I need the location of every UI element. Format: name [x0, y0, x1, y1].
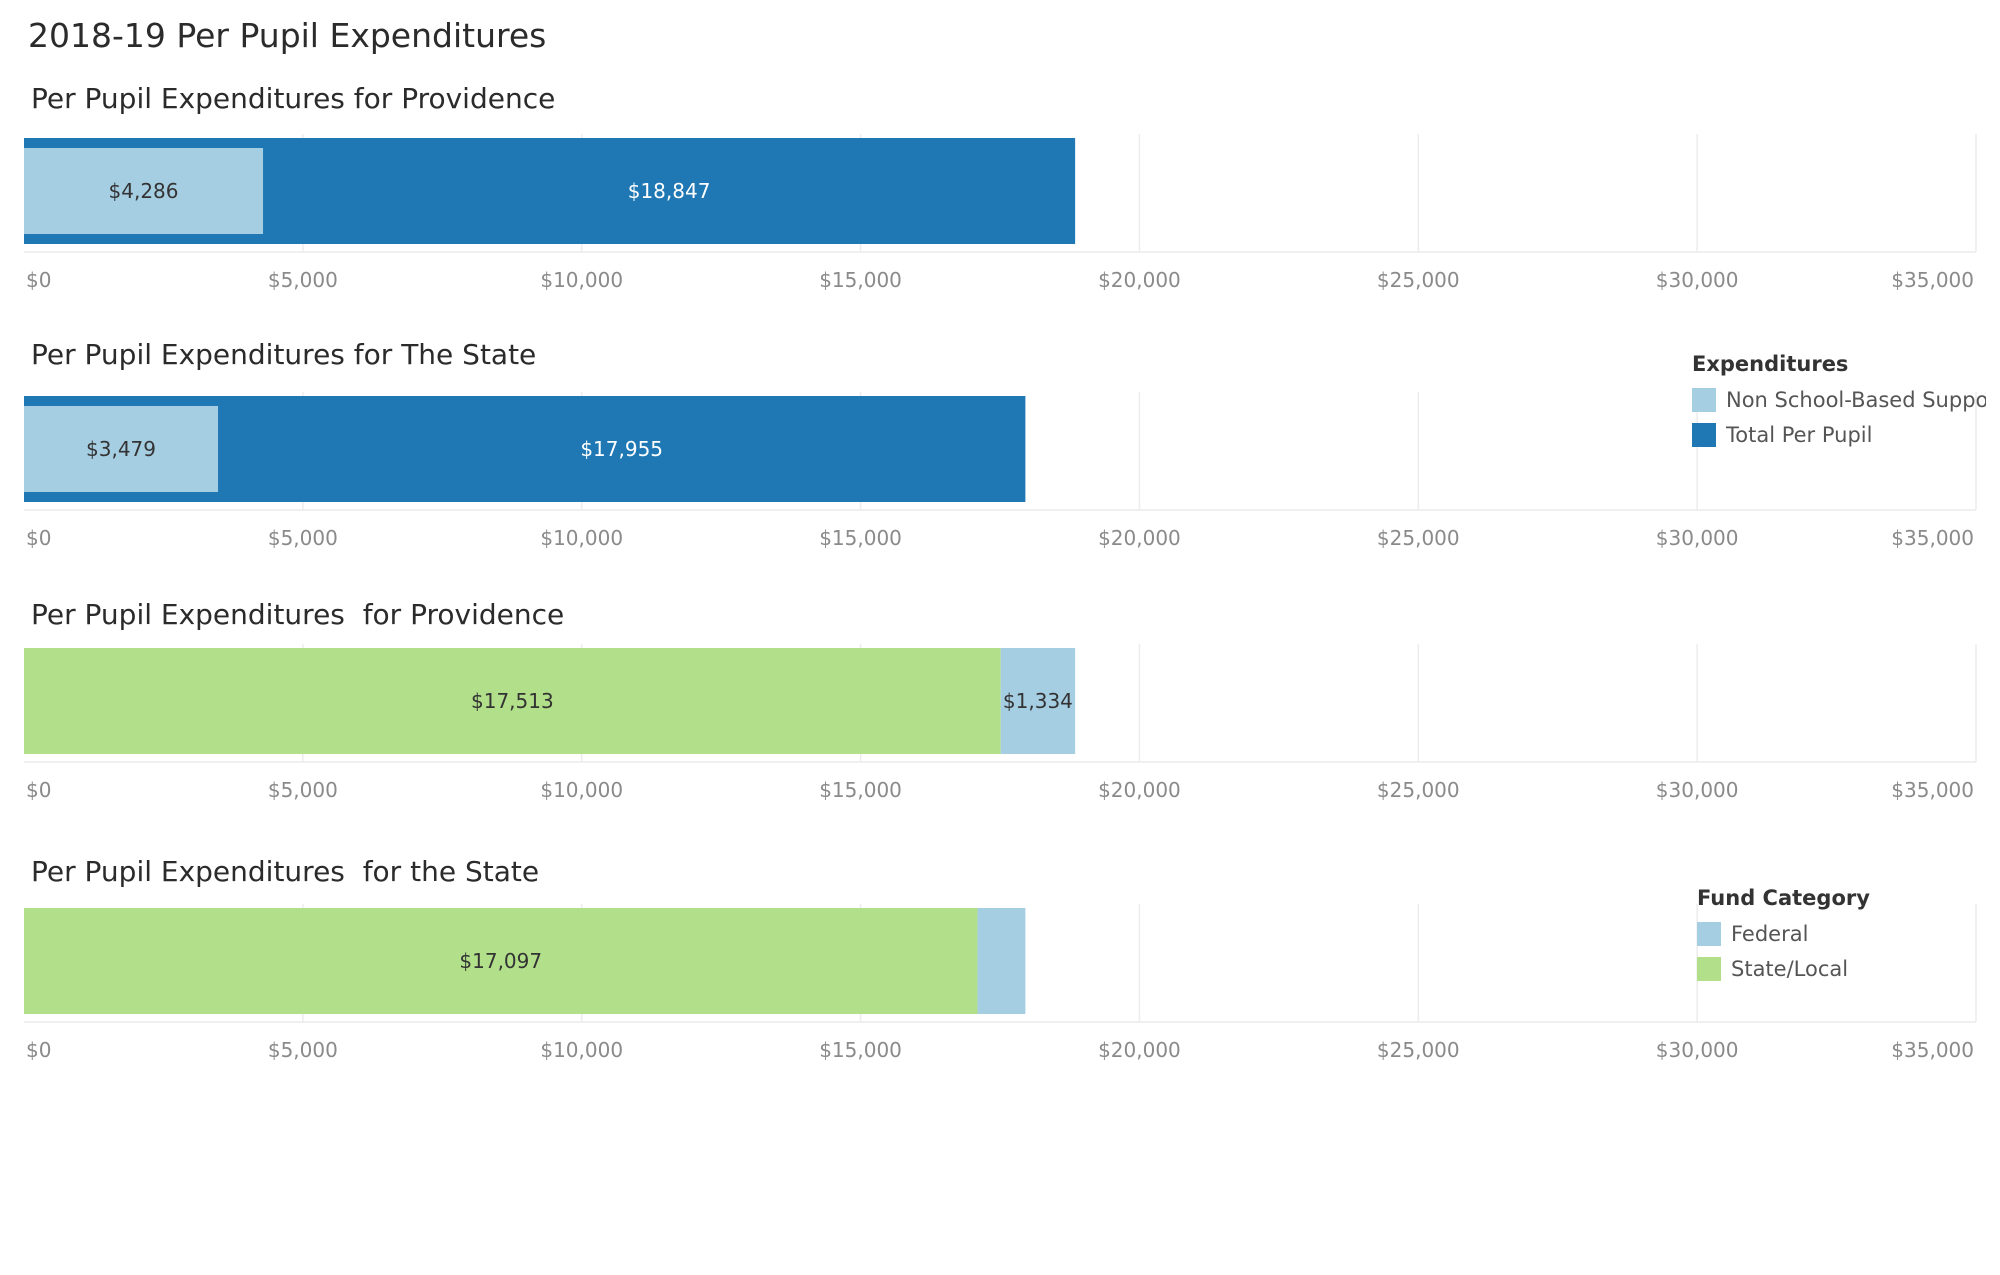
dashboard-title: 2018-19 Per Pupil Expenditures [28, 16, 547, 55]
x-tick-label: $35,000 [1891, 1038, 1974, 1062]
legend-title: Expenditures [1692, 352, 1849, 376]
legend-swatch [1692, 422, 1716, 447]
x-tick-label: $30,000 [1656, 1038, 1739, 1062]
x-tick-label: $20,000 [1098, 526, 1181, 550]
legend-label: Federal [1731, 921, 1809, 946]
x-tick-label: $0 [26, 526, 51, 550]
bar-value-label: $4,286 [109, 179, 179, 203]
x-tick-label: $20,000 [1098, 778, 1181, 802]
x-tick-label: $5,000 [268, 268, 338, 292]
bar [24, 908, 978, 1014]
bar [24, 406, 219, 492]
x-tick-label: $25,000 [1377, 1038, 1460, 1062]
x-tick-label: $25,000 [1377, 778, 1460, 802]
bar-value-label: $17,513 [471, 689, 554, 713]
x-tick-label: $0 [26, 268, 51, 292]
x-tick-label: $30,000 [1656, 268, 1739, 292]
x-tick-label: $5,000 [268, 526, 338, 550]
x-tick-label: $20,000 [1098, 268, 1181, 292]
x-tick-label: $15,000 [819, 268, 902, 292]
legend-swatch [1697, 921, 1721, 946]
legend-item-non-school-based[interactable]: Non School-Based Suppo.. [1692, 382, 1986, 417]
x-tick-label: $20,000 [1098, 1038, 1181, 1062]
legend-fund-category: Fund Category Federal State/Local [1697, 886, 1991, 986]
legend-label: Non School-Based Suppo.. [1726, 387, 1986, 412]
bar-chart-state-funds: $17,097 $0 $5,000 $10,000 $15,000 $20,000 $25,… [24, 904, 1977, 1062]
legend-item-total-per-pupil[interactable]: Total Per Pupil [1692, 417, 1986, 452]
x-tick-label: $15,000 [819, 1038, 902, 1062]
chart-title: Per Pupil Expenditures for Providence [31, 82, 556, 115]
bar [24, 148, 264, 234]
bar-value-label: $17,097 [459, 949, 542, 973]
chart-title: Per Pupil Expenditures for the State [31, 855, 540, 888]
x-tick-label: $5,000 [268, 778, 338, 802]
legend-swatch [1697, 956, 1721, 981]
bar-value-label: $3,479 [86, 437, 156, 461]
x-tick-label: $10,000 [540, 778, 623, 802]
chart-title: Per Pupil Expenditures for Providence [31, 598, 565, 631]
x-tick-label: $15,000 [819, 778, 902, 802]
x-tick-label: $10,000 [540, 268, 623, 292]
legend-item-federal[interactable]: Federal [1697, 916, 1991, 951]
chart-title: Per Pupil Expenditures for The State [31, 338, 537, 371]
x-tick-label: $0 [26, 778, 51, 802]
bar-value-label: $17,955 [580, 437, 663, 461]
x-tick-label: $15,000 [819, 526, 902, 550]
x-tick-label: $0 [26, 1038, 51, 1062]
bar [24, 648, 1001, 754]
bar-value-label: $1,334 [1003, 689, 1073, 713]
x-tick-label: $25,000 [1377, 526, 1460, 550]
legend-item-state-local[interactable]: State/Local [1697, 951, 1991, 986]
bar [1000, 648, 1076, 754]
bar-chart-state-expenditures: $17,955 $3,479 $0 $5,000 $10,000 $15,000 $20,0… [24, 392, 1977, 550]
bar-chart-providence-expenditures: $18,847 $4,286 $0 $5,000 $10,000 $15,000 $20,0… [24, 134, 1977, 292]
legend-label: Total Per Pupil [1726, 422, 1873, 447]
bar-chart-providence-funds: $17,513 $1,334 $0 $5,000 $10,000 $15,000 $20,0… [24, 644, 1977, 802]
legend-expenditures: Expenditures Non School-Based Suppo.. To… [1692, 352, 1986, 452]
x-tick-label: $10,000 [540, 526, 623, 550]
legend-swatch [1692, 387, 1716, 412]
bar-value-label: $18,847 [628, 179, 711, 203]
x-tick-label: $35,000 [1891, 778, 1974, 802]
bar [977, 908, 1026, 1014]
x-tick-label: $30,000 [1656, 778, 1739, 802]
x-tick-label: $35,000 [1891, 268, 1974, 292]
x-tick-label: $35,000 [1891, 526, 1974, 550]
x-tick-label: $25,000 [1377, 268, 1460, 292]
legend-title: Fund Category [1697, 886, 1870, 910]
x-tick-label: $30,000 [1656, 526, 1739, 550]
legend-label: State/Local [1731, 956, 1849, 981]
x-tick-label: $10,000 [540, 1038, 623, 1062]
x-tick-label: $5,000 [268, 1038, 338, 1062]
